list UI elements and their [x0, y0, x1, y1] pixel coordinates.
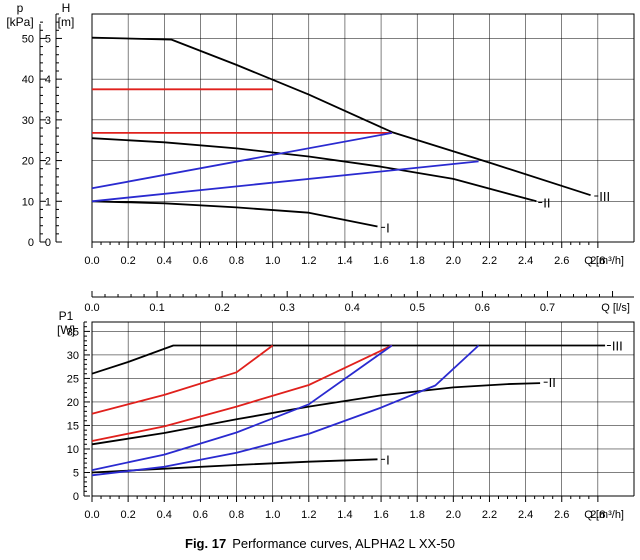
head-axis-title: H [62, 1, 71, 15]
figure-caption-text: Performance curves, ALPHA2 L XX-50 [232, 536, 455, 551]
flow-ls-axis-label: Q [l/s] [601, 302, 630, 314]
power-x-tick-label: 1.0 [265, 509, 280, 521]
head-y-tick-label: 5 [45, 33, 51, 45]
flow-ls-tick-label: 0.2 [214, 302, 229, 314]
power-y-tick-label: 35 [67, 326, 79, 338]
head-plot-border [91, 13, 635, 242]
head-series-blue-5 [91, 132, 393, 190]
power-y-tick-label: 25 [67, 373, 79, 385]
head-x-tick-label: 2.6 [554, 255, 569, 267]
power-x-tick-label: 1.8 [410, 509, 425, 521]
power-y-tick-label: 30 [67, 350, 79, 362]
head-axis-unit: [m] [58, 15, 75, 29]
power-x-tick-label: 1.6 [373, 509, 388, 521]
head-x-tick-label: 1.6 [373, 255, 388, 267]
head-series-curve-ii [91, 137, 537, 203]
power-axis-unit: [W] [57, 323, 75, 337]
head-x-tick-label: 0.2 [120, 255, 135, 267]
power-axis-title: P1 [59, 309, 74, 323]
power-x-tick-label: 2.8 [590, 509, 605, 521]
power-plot-border [91, 321, 635, 496]
pressure-y-tick-label: 20 [22, 156, 34, 168]
power-x-tick-label: 0.2 [120, 509, 135, 521]
head-y-tick-label: 0 [45, 237, 51, 249]
power-series-blue-6 [91, 344, 480, 477]
power-curve-label-iii: III [612, 339, 623, 354]
power-x-axis-label: Q [m³/h] [584, 509, 624, 521]
pressure-axis-unit: [kPa] [6, 15, 33, 29]
head-x-tick-label: 2.0 [446, 255, 461, 267]
power-series-red-4 [91, 344, 393, 442]
power-series-blue-5 [91, 344, 393, 471]
head-y-tick-label: 1 [45, 196, 51, 208]
power-x-tick-label: 0.4 [157, 509, 172, 521]
flow-ls-tick-label: 0.7 [540, 302, 555, 314]
power-y-tick-label: 15 [67, 420, 79, 432]
head-x-tick-label: 0.6 [193, 255, 208, 267]
power-x-tick-label: 2.0 [446, 509, 461, 521]
head-x-tick-label: 1.4 [337, 255, 352, 267]
power-x-tick-label: 0.6 [193, 509, 208, 521]
pressure-axis-title: p [17, 1, 24, 15]
pressure-y-tick-label: 10 [22, 196, 34, 208]
pressure-y-tick-label: 40 [22, 74, 34, 86]
head-series-blue-6 [91, 160, 479, 203]
figure-caption: Fig. 17 Performance curves, ALPHA2 L XX-5… [0, 536, 640, 551]
power-y-tick-label: 5 [73, 467, 79, 479]
power-series-red-3 [91, 344, 274, 415]
power-curve-label-ii: II [549, 375, 556, 390]
head-curve-label-ii: II [543, 196, 550, 211]
head-x-tick-label: 0.8 [229, 255, 244, 267]
head-x-tick-label: 2.4 [518, 255, 533, 267]
power-series-curve-iii [91, 344, 606, 375]
head-series-curve-i [91, 200, 378, 228]
head-curve-label-iii: III [599, 189, 610, 204]
head-series-curve-iii [91, 36, 591, 197]
flow-ls-tick-label: 0.1 [149, 302, 164, 314]
power-x-tick-label: 2.6 [554, 509, 569, 521]
head-y-tick-label: 2 [45, 156, 51, 168]
power-y-tick-label: 20 [67, 397, 79, 409]
power-x-tick-label: 2.2 [482, 509, 497, 521]
head-x-tick-label: 1.0 [265, 255, 280, 267]
pressure-y-tick-label: 50 [22, 33, 34, 45]
power-x-tick-label: 1.4 [337, 509, 352, 521]
pressure-y-tick-label: 30 [22, 115, 34, 127]
flow-ls-tick-label: 0.0 [84, 302, 99, 314]
power-x-tick-label: 1.2 [301, 509, 316, 521]
power-series-curve-ii [91, 382, 541, 446]
figure-label: Fig. 17 [185, 536, 227, 551]
power-x-tick-label: 0.0 [84, 509, 99, 521]
flow-ls-tick-label: 0.4 [345, 302, 360, 314]
power-x-tick-label: 0.8 [229, 509, 244, 521]
flow-ls-tick-label: 0.6 [475, 302, 490, 314]
flow-ls-tick-label: 0.3 [280, 302, 295, 314]
power-x-tick-label: 2.4 [518, 509, 533, 521]
head-x-tick-label: 2.2 [482, 255, 497, 267]
power-y-tick-label: 0 [73, 491, 79, 503]
head-y-tick-label: 3 [45, 115, 51, 127]
power-curve-label-i: I [386, 452, 390, 467]
head-x-tick-label: 0.0 [84, 255, 99, 267]
head-y-tick-label: 4 [45, 74, 51, 86]
head-x-tick-label: 0.4 [157, 255, 172, 267]
head-x-tick-label: 1.8 [410, 255, 425, 267]
head-x-tick-label: 1.2 [301, 255, 316, 267]
pressure-y-tick-label: 0 [28, 237, 34, 249]
power-y-tick-label: 10 [67, 444, 79, 456]
flow-ls-tick-label: 0.5 [410, 302, 425, 314]
head-x-tick-label: 2.8 [590, 255, 605, 267]
head-curve-label-i: I [386, 220, 390, 235]
head-x-axis-label: Q [m³/h] [584, 255, 624, 267]
